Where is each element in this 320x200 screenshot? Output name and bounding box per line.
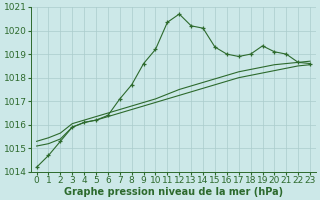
- X-axis label: Graphe pression niveau de la mer (hPa): Graphe pression niveau de la mer (hPa): [64, 187, 283, 197]
